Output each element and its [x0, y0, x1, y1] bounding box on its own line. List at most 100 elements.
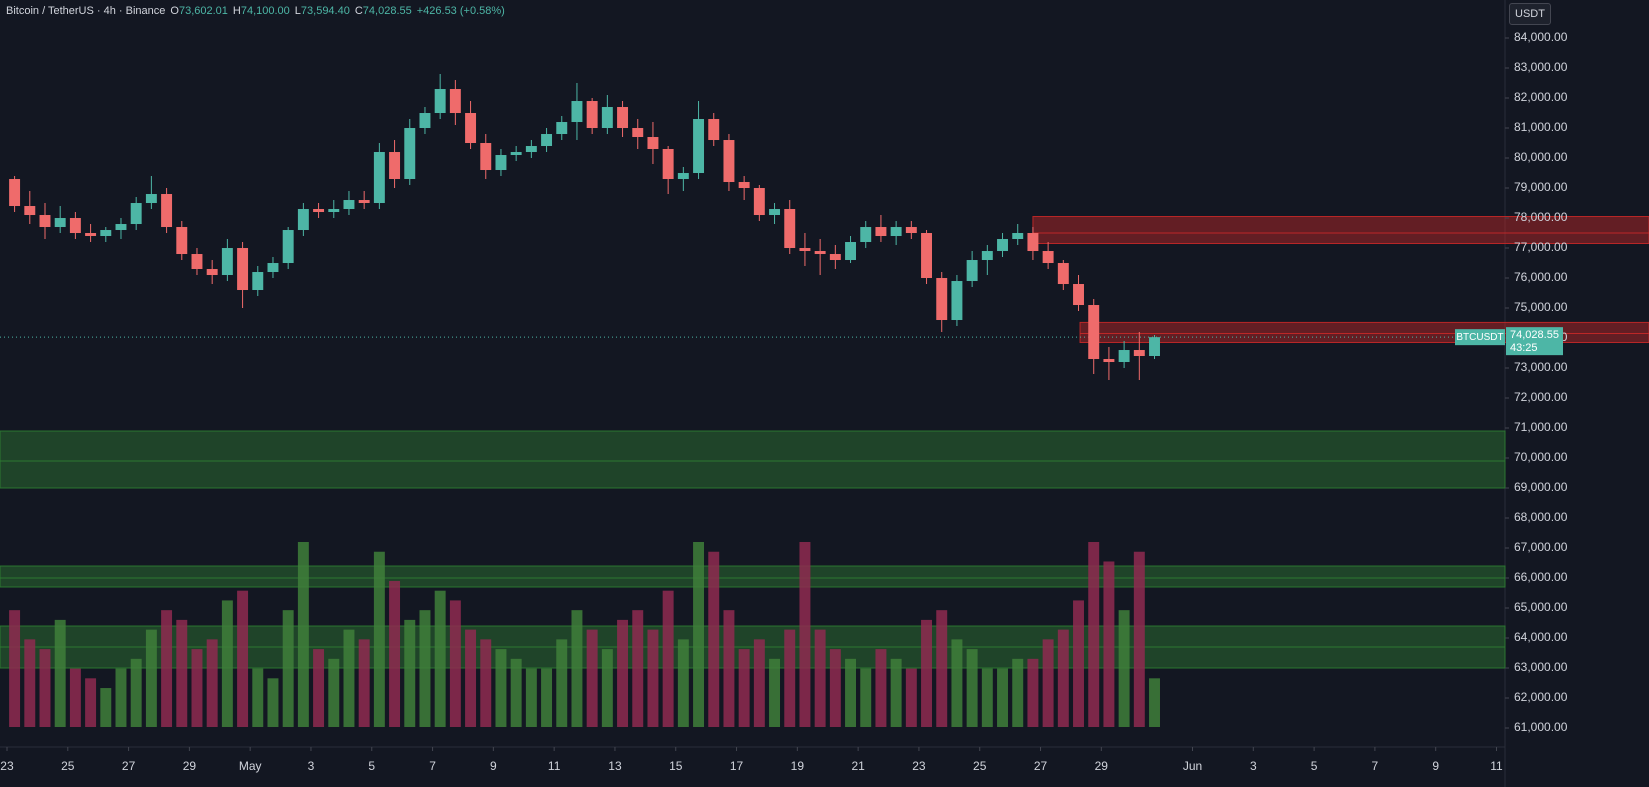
- y-tick-label: 64,000.00: [1514, 630, 1568, 644]
- x-tick-label: 9: [490, 759, 497, 773]
- volume-bar: [890, 658, 902, 727]
- volume-bar: [647, 629, 659, 727]
- candle-body: [85, 233, 97, 237]
- volume-bar: [419, 610, 431, 727]
- candle-body: [161, 194, 173, 228]
- candle-body: [829, 254, 841, 261]
- candle-body: [237, 248, 249, 291]
- volume-bar: [373, 551, 385, 727]
- x-tick-label: 3: [308, 759, 315, 773]
- candle-body: [541, 134, 553, 147]
- candle-body: [252, 272, 264, 291]
- volume-bar: [875, 649, 887, 727]
- volume-bar: [936, 610, 948, 727]
- candle-body: [890, 227, 902, 237]
- price-tag: [1506, 327, 1563, 356]
- volume-bar: [693, 542, 705, 727]
- candle-body: [373, 152, 385, 204]
- volume-bar: [328, 658, 340, 727]
- x-tick-label: 5: [368, 759, 375, 773]
- volume-bar: [556, 639, 568, 727]
- candle-body: [571, 101, 583, 123]
- x-tick-label: May: [239, 759, 262, 773]
- volume-bar: [1027, 658, 1039, 727]
- x-tick-label: 25: [973, 759, 987, 773]
- candle-body: [784, 209, 796, 249]
- candle-body: [1057, 263, 1069, 285]
- x-tick-label: 5: [1311, 759, 1318, 773]
- x-tick-label: 9: [1432, 759, 1439, 773]
- candle-body: [191, 254, 203, 270]
- candle-body: [1012, 233, 1024, 240]
- volume-bar: [662, 590, 674, 727]
- y-tick-label: 61,000.00: [1514, 720, 1568, 734]
- candle-body: [1133, 350, 1145, 357]
- volume-bar: [9, 610, 21, 727]
- candle-body: [525, 146, 537, 153]
- candle-body: [449, 89, 461, 114]
- volume-bar: [100, 688, 112, 727]
- volume-bar: [981, 668, 993, 727]
- ohlc-key: L: [294, 5, 301, 17]
- candle-body: [145, 194, 157, 204]
- candle-body: [662, 149, 674, 180]
- x-tick-label: 21: [851, 759, 865, 773]
- volume-bar: [951, 639, 963, 727]
- y-tick-label: 69,000.00: [1514, 480, 1568, 494]
- volume-bar: [586, 629, 598, 727]
- candle-body: [480, 143, 492, 171]
- x-tick-label: 23: [0, 759, 14, 773]
- currency-button[interactable]: USDT: [1509, 3, 1551, 25]
- candle-body: [617, 107, 629, 129]
- volume-bar: [799, 542, 811, 727]
- volume-bar: [829, 649, 841, 727]
- volume-bar: [85, 678, 97, 727]
- ohlc-key: C: [354, 5, 363, 17]
- candle-body: [404, 128, 416, 180]
- zone: [0, 430, 1506, 489]
- candle-body: [905, 227, 917, 234]
- x-tick-label: 29: [183, 759, 197, 773]
- candle-body: [753, 188, 765, 216]
- candle-body: [860, 227, 872, 243]
- volume-bar: [784, 629, 796, 727]
- volume-bar: [115, 668, 127, 727]
- candle-body: [738, 182, 750, 189]
- volume-bar: [434, 590, 446, 727]
- y-tick-label: 77,000.00: [1514, 240, 1568, 254]
- x-tick-label: 11: [548, 759, 561, 773]
- volume-bar: [921, 619, 932, 727]
- volume-bar: [1133, 551, 1145, 727]
- ohlc-value: 74,100.00: [240, 5, 290, 17]
- symbol-tag-label: BTCUSDT: [1456, 332, 1503, 343]
- volume-bar: [1057, 629, 1069, 727]
- volume-bar: [206, 639, 218, 727]
- volume-bar: [905, 668, 917, 727]
- volume-bar: [313, 649, 325, 727]
- y-tick-label: 65,000.00: [1514, 600, 1568, 614]
- volume-bar: [343, 629, 355, 727]
- y-tick-label: 78,000.00: [1514, 210, 1568, 224]
- x-tick-label: 29: [1095, 759, 1109, 773]
- volume-bar: [723, 610, 735, 727]
- symbol-header: Bitcoin / TetherUS · 4h · Binance O 73,60…: [6, 5, 505, 17]
- candle-body: [343, 200, 355, 210]
- volume-bar: [997, 668, 1008, 727]
- ohlc-key: O: [170, 5, 179, 17]
- y-tick-label: 82,000.00: [1514, 90, 1568, 104]
- volume-bar: [541, 668, 553, 727]
- volume-bar: [632, 610, 644, 727]
- candle-body: [951, 281, 963, 321]
- candle-body: [206, 269, 218, 276]
- y-tick-label: 66,000.00: [1514, 570, 1568, 584]
- volume-bar: [769, 658, 781, 727]
- y-tick-label: 80,000.00: [1514, 150, 1568, 164]
- x-tick-label: 3: [1250, 759, 1257, 773]
- candle-body: [1027, 233, 1039, 252]
- candle-body: [921, 233, 932, 279]
- y-tick-label: 84,000.00: [1514, 30, 1568, 44]
- x-tick-label: 15: [669, 759, 683, 773]
- candle-body: [814, 251, 826, 255]
- volume-bar: [738, 649, 750, 727]
